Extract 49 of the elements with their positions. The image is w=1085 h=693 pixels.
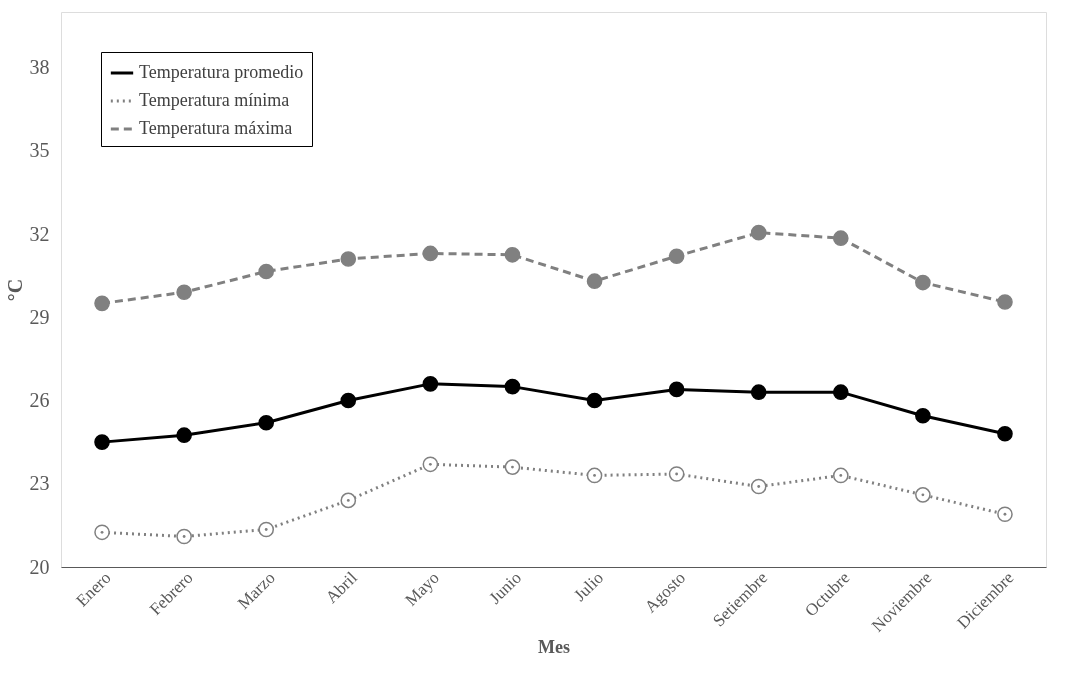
point (422, 245, 439, 262)
point (586, 273, 603, 289)
point (997, 294, 1013, 310)
y-tick-label: 32 (29, 222, 50, 245)
point (832, 384, 849, 400)
point (258, 263, 275, 280)
x-tick-label: Julio (570, 568, 608, 605)
point (94, 524, 110, 541)
point (176, 284, 192, 301)
point (258, 414, 275, 431)
point (832, 467, 849, 484)
point (340, 492, 357, 509)
legend-label: Temperatura máxima (139, 118, 293, 138)
y-axis-title: °C (3, 278, 26, 302)
point (915, 274, 931, 291)
point (750, 478, 767, 495)
point (832, 230, 849, 246)
point (504, 247, 521, 263)
x-axis-title: Mes (538, 636, 570, 657)
y-tick-label: 35 (29, 139, 50, 162)
point (750, 224, 767, 241)
point (176, 427, 192, 443)
point (340, 392, 357, 409)
y-tick-label: 20 (29, 555, 50, 578)
point (504, 459, 521, 475)
point (422, 456, 439, 473)
point (340, 251, 357, 267)
legend-label: Temperatura mínima (139, 90, 290, 110)
point (94, 434, 110, 450)
point (586, 467, 603, 484)
y-tick-label: 23 (29, 472, 50, 495)
point (176, 528, 192, 545)
point (586, 392, 603, 409)
legend-label: Temperatura promedio (139, 62, 304, 82)
point (94, 295, 110, 312)
point (668, 248, 685, 265)
point (668, 466, 685, 482)
point (750, 384, 767, 400)
y-tick-label: 26 (29, 389, 50, 411)
point (997, 506, 1013, 523)
y-tick-label: 38 (29, 56, 50, 78)
point (915, 487, 931, 503)
point (997, 425, 1013, 442)
point (915, 407, 931, 424)
point (668, 381, 685, 398)
point (258, 521, 275, 538)
y-tick-label: 29 (29, 305, 50, 328)
point (422, 376, 439, 392)
point (504, 378, 521, 395)
